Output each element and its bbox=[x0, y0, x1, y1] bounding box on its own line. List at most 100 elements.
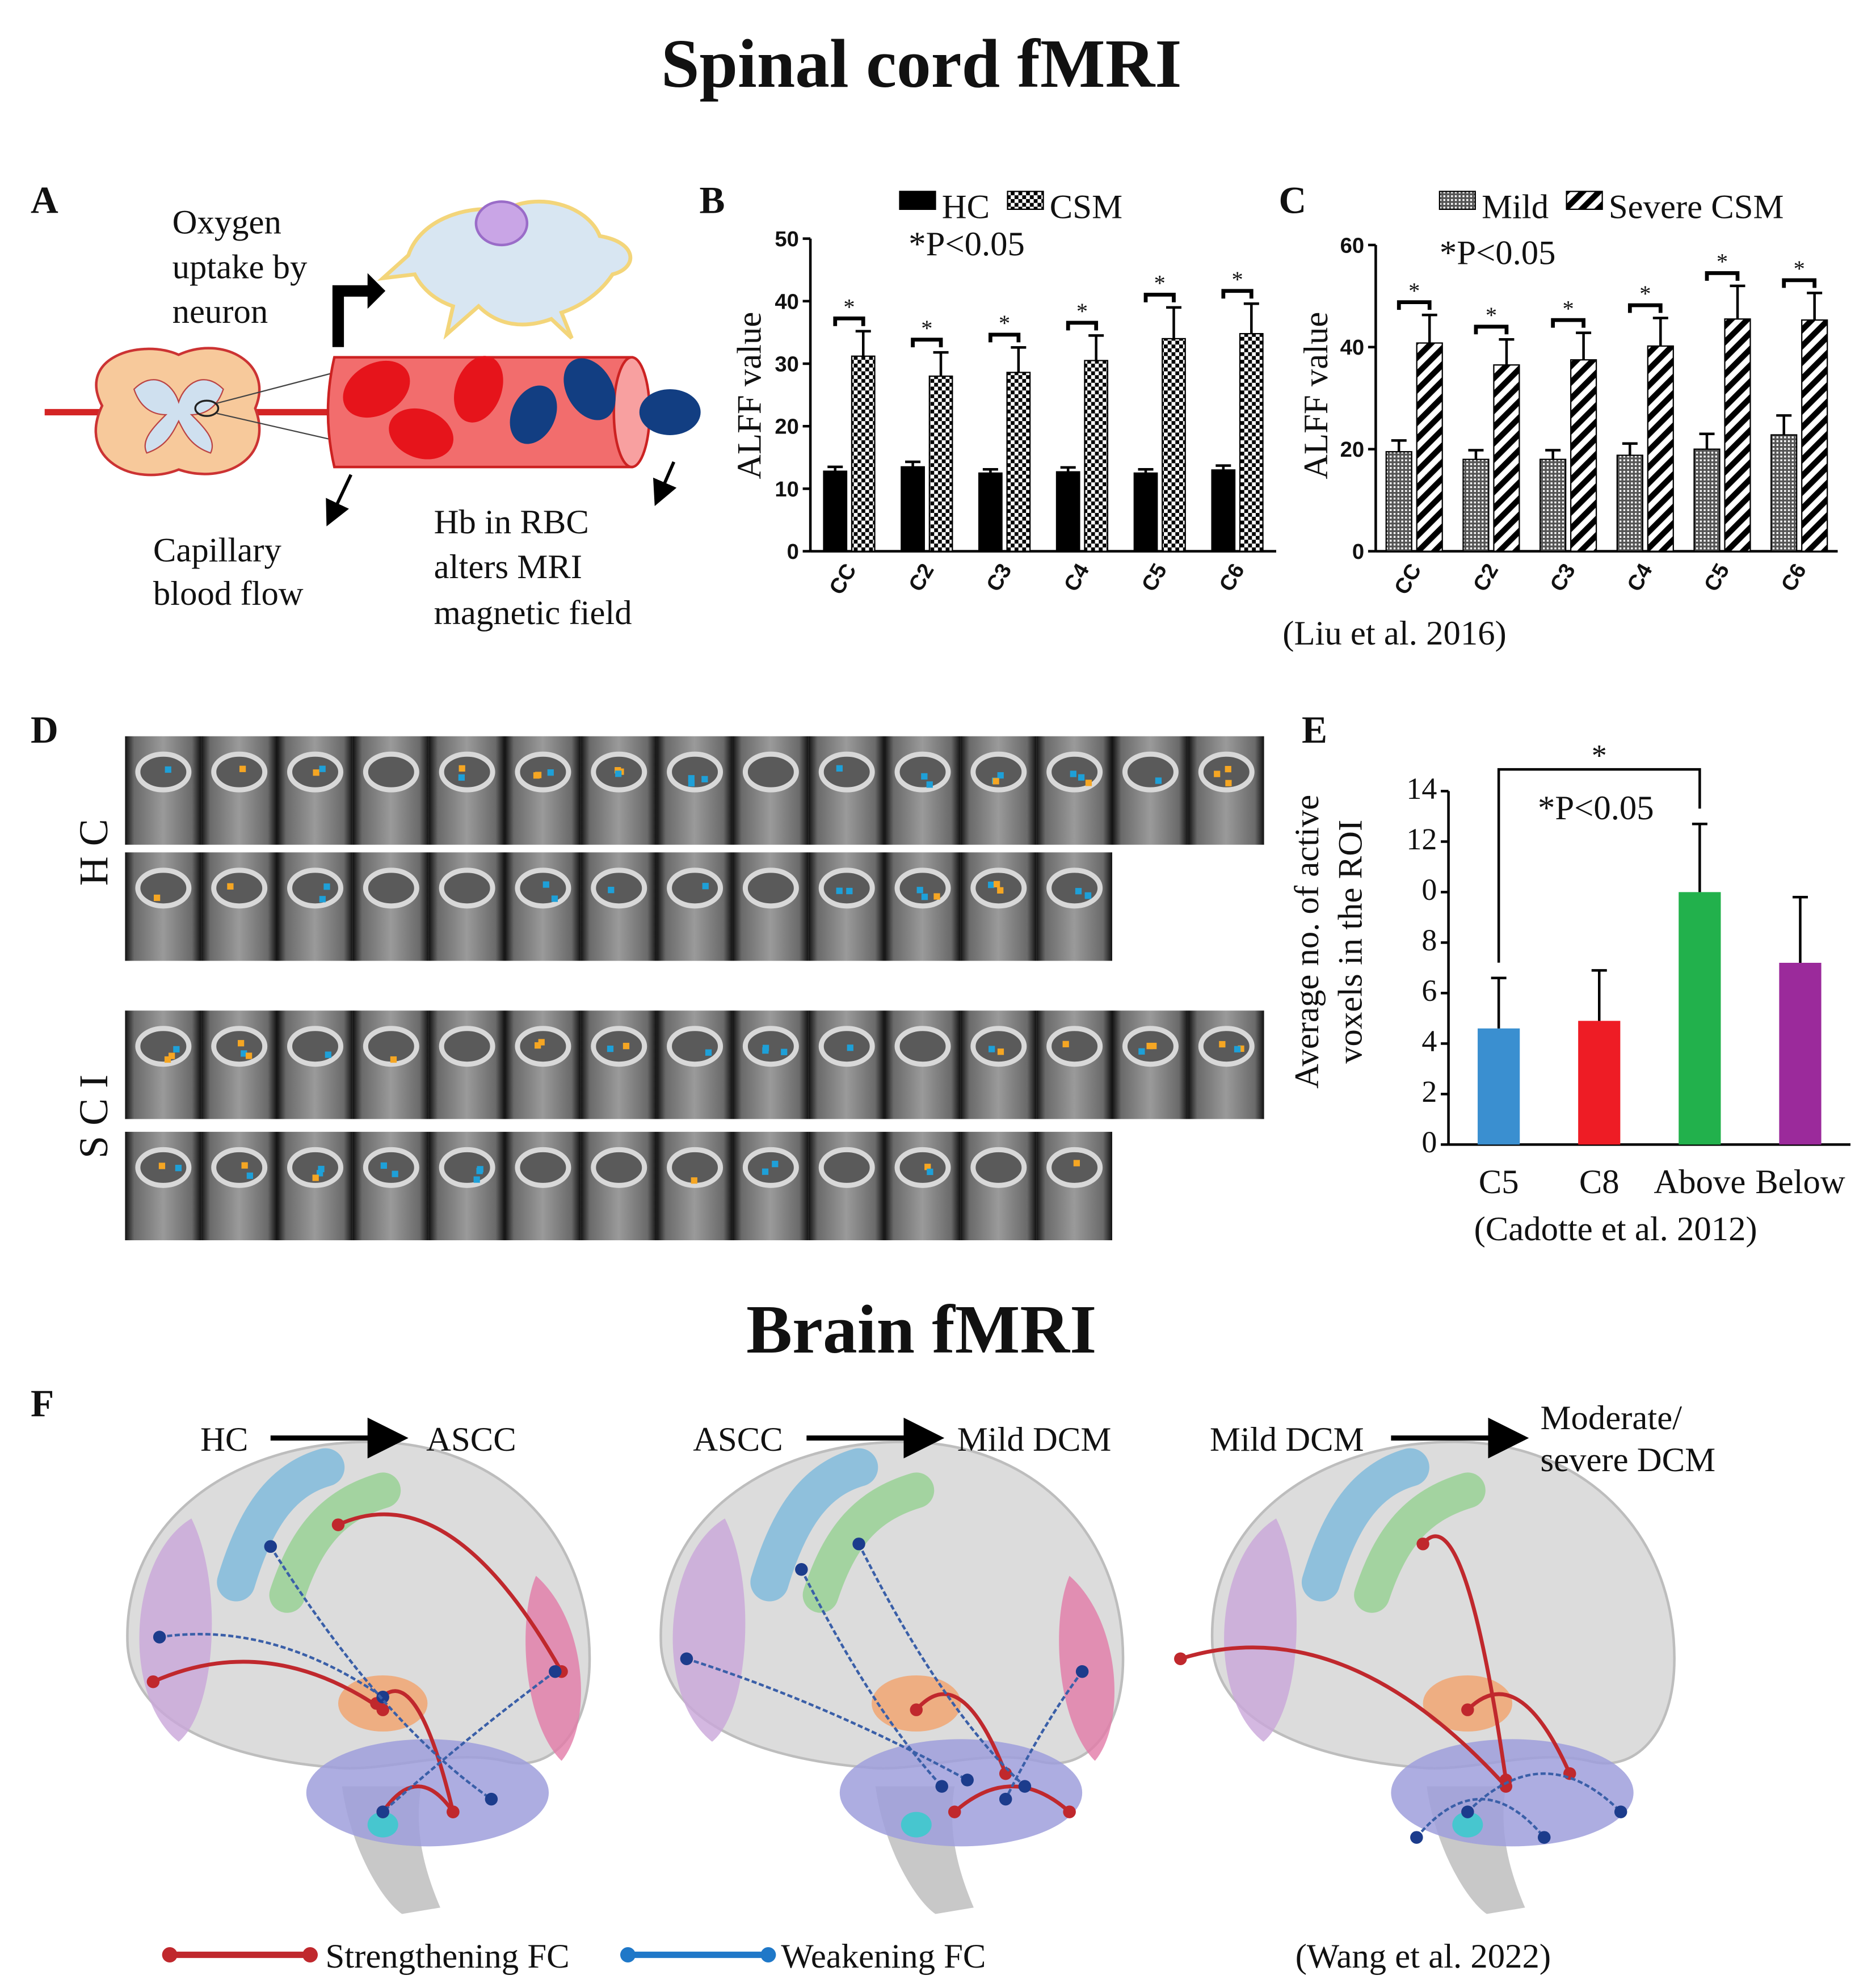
legend-dot bbox=[162, 1947, 178, 1962]
activation bbox=[168, 1052, 175, 1059]
y-tick-label: 50 bbox=[775, 227, 799, 251]
node bbox=[1499, 1780, 1513, 1793]
mri-cord bbox=[667, 1147, 724, 1188]
activation bbox=[245, 1052, 253, 1059]
strengthening-link bbox=[1421, 1534, 1508, 1780]
activation bbox=[239, 765, 246, 772]
activation bbox=[458, 774, 465, 781]
activation bbox=[916, 887, 923, 894]
node bbox=[1063, 1805, 1076, 1818]
mri-cord bbox=[742, 1026, 799, 1067]
legend-swatch bbox=[1438, 191, 1476, 210]
significance-bracket bbox=[1066, 321, 1099, 331]
activation bbox=[535, 772, 542, 778]
mri-cord bbox=[970, 1147, 1027, 1188]
mri-cord bbox=[970, 1026, 1027, 1067]
x-tick-label: C5 bbox=[1700, 559, 1735, 596]
mri-cord bbox=[894, 1147, 951, 1188]
activation bbox=[1155, 777, 1162, 784]
fc-legend: Strengthening FC Weakening FC bbox=[162, 1938, 986, 1976]
brain bbox=[659, 1441, 1125, 1914]
x-tick-label: C2 bbox=[904, 559, 939, 596]
legend-swatch bbox=[1566, 191, 1603, 210]
transition-to: ASCC bbox=[426, 1421, 516, 1459]
cerebellum bbox=[1391, 1739, 1634, 1847]
activation bbox=[312, 1174, 319, 1181]
motor-strip bbox=[750, 1448, 878, 1602]
mri-cord bbox=[1046, 1147, 1103, 1188]
activation bbox=[701, 776, 708, 782]
activation bbox=[175, 1165, 182, 1172]
node bbox=[1174, 1652, 1187, 1665]
bar bbox=[1162, 338, 1186, 552]
activation bbox=[1084, 892, 1092, 899]
x-tick-label: Below bbox=[1755, 1163, 1845, 1201]
activation bbox=[989, 1046, 995, 1052]
bar bbox=[1770, 434, 1798, 552]
weakening-link bbox=[1004, 1670, 1083, 1800]
row-label: S C I bbox=[71, 1075, 116, 1159]
legend-label: Severe CSM bbox=[1609, 188, 1784, 226]
legend-label: Mild bbox=[1482, 188, 1549, 226]
significance-bracket bbox=[911, 338, 943, 348]
x-tick-label: CC bbox=[825, 559, 861, 599]
motor-strip bbox=[1301, 1448, 1429, 1602]
activation bbox=[237, 1040, 245, 1047]
weakening-link bbox=[382, 1670, 556, 1813]
significance-star: * bbox=[1486, 302, 1497, 328]
brain bbox=[1174, 1441, 1676, 1914]
label: magnetic field bbox=[434, 594, 632, 632]
activation bbox=[392, 1170, 398, 1177]
bar bbox=[901, 466, 925, 552]
bar bbox=[1693, 448, 1721, 552]
panel-label: E bbox=[1302, 709, 1327, 751]
node bbox=[999, 1792, 1012, 1806]
mri-cord bbox=[135, 867, 192, 909]
sensory-strip bbox=[1354, 1472, 1486, 1613]
brainstem-nucleus bbox=[901, 1812, 932, 1838]
mri-cord bbox=[211, 1147, 268, 1188]
mri-cord bbox=[667, 867, 724, 909]
panel-label: F bbox=[31, 1382, 54, 1425]
activation bbox=[1225, 765, 1231, 773]
node bbox=[331, 1518, 345, 1531]
bar bbox=[1779, 962, 1822, 1145]
activation bbox=[319, 765, 326, 772]
mri-cord bbox=[439, 751, 495, 793]
node bbox=[1018, 1780, 1032, 1793]
significance-star: * bbox=[1408, 278, 1420, 304]
y-axis-label: Average no. of active bbox=[1288, 795, 1326, 1089]
significance-bracket bbox=[1397, 300, 1432, 310]
strengthening-link bbox=[1466, 1692, 1572, 1775]
bar bbox=[1616, 454, 1643, 552]
node bbox=[376, 1690, 389, 1704]
significance-star: * bbox=[843, 294, 855, 319]
legend-dot bbox=[302, 1947, 318, 1962]
bar bbox=[1724, 318, 1751, 552]
frontal-region bbox=[1224, 1518, 1297, 1742]
y-tick-label: 6 bbox=[1421, 974, 1437, 1008]
mri-cord bbox=[894, 1026, 951, 1067]
activation bbox=[323, 883, 330, 890]
transition-to: Moderate/ bbox=[1541, 1399, 1682, 1437]
panel-label: D bbox=[31, 709, 58, 751]
activation bbox=[319, 896, 326, 903]
panel-label: B bbox=[699, 179, 725, 222]
main-title: Spinal cord fMRI bbox=[661, 26, 1182, 102]
weakening-link bbox=[857, 1543, 1026, 1788]
activation bbox=[688, 780, 695, 787]
x-tick-label: C6 bbox=[1214, 559, 1250, 596]
sensory-strip bbox=[269, 1472, 401, 1613]
activation bbox=[1219, 1041, 1226, 1048]
activation bbox=[615, 770, 622, 777]
source: (Liu et al. 2016) bbox=[1282, 614, 1507, 652]
node bbox=[680, 1652, 693, 1665]
activation bbox=[173, 1046, 180, 1053]
y-tick-label: 12 bbox=[1406, 822, 1437, 856]
activation bbox=[1085, 780, 1092, 786]
brain bbox=[126, 1441, 591, 1914]
bar bbox=[1493, 364, 1520, 552]
mri-cord bbox=[439, 1026, 495, 1067]
bar bbox=[1133, 472, 1158, 552]
